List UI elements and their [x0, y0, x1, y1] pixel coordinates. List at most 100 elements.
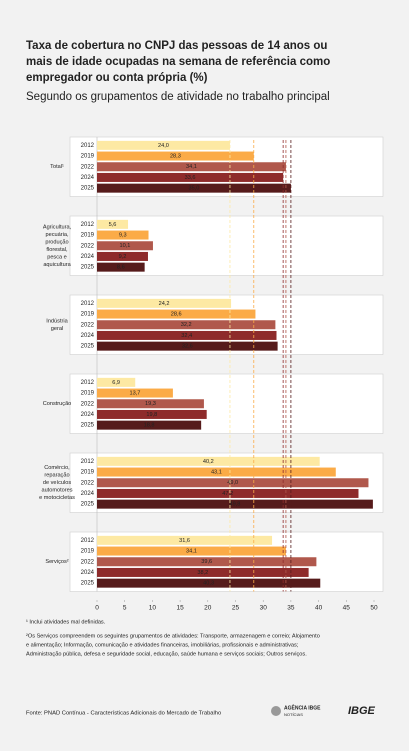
year-label: 2024: [81, 412, 95, 418]
year-label: 2022: [81, 401, 95, 407]
year-label: 2024: [81, 333, 95, 339]
chart-title: empregador ou conta própria (%): [26, 72, 208, 84]
bar: [97, 262, 145, 272]
x-tick-label: 0: [95, 605, 99, 612]
x-tick-label: 10: [149, 605, 157, 612]
x-tick-label: 5: [123, 605, 127, 612]
value-label: 13,7: [130, 391, 141, 397]
footnote: Administração pública, defesa e segurida…: [26, 651, 307, 657]
x-tick-label: 45: [343, 605, 351, 612]
year-label: 2022: [81, 559, 95, 565]
year-label: 2012: [81, 538, 95, 544]
value-label: 47,2: [222, 491, 233, 497]
bar: [97, 409, 207, 419]
bar: [97, 377, 136, 387]
year-label: 2024: [81, 175, 95, 181]
year-label: 2025: [81, 423, 95, 429]
bar: [97, 251, 148, 261]
bar: [97, 241, 153, 251]
year-label: 2022: [81, 480, 95, 486]
category-label: Total¹: [50, 164, 64, 170]
year-label: 2012: [81, 222, 95, 228]
value-label: 10,1: [120, 243, 131, 249]
chart-title: mais de idade ocupadas na semana de refe…: [26, 56, 330, 68]
year-label: 2012: [81, 301, 95, 307]
value-label: 8,6: [117, 265, 125, 271]
year-label: 2019: [81, 549, 95, 555]
bar: [97, 172, 284, 182]
bar: [97, 467, 336, 477]
bar: [97, 219, 129, 229]
year-label: 2012: [81, 459, 95, 465]
x-tick-label: 25: [232, 605, 240, 612]
value-label: 34,1: [186, 549, 197, 555]
x-tick-label: 35: [287, 605, 295, 612]
logo-agency: NOTÍCIAS: [284, 712, 303, 717]
bar: [97, 320, 276, 330]
value-label: 32,6: [182, 344, 193, 350]
value-label: 34,1: [186, 164, 197, 170]
category-label: Serviços²: [45, 559, 68, 565]
category-label: pecuária,: [45, 232, 68, 238]
year-label: 2025: [81, 344, 95, 350]
bar: [97, 309, 256, 319]
year-label: 2019: [81, 233, 95, 239]
plot: Total¹ 2012 24,0 2019 28,3 2022 34,1 2024 33,6 20…: [39, 136, 384, 612]
logo-icon: [271, 706, 281, 716]
bar: [97, 183, 291, 193]
x-tick-label: 40: [315, 605, 323, 612]
category-label: reparação: [44, 473, 69, 479]
category-label: florestal,: [46, 247, 68, 253]
footnote: ¹ Inclui atividades mal definidas.: [26, 619, 106, 625]
chart-subtitle: Segundo os grupamentos de atividade no t…: [26, 91, 330, 103]
bar: [97, 399, 204, 409]
year-label: 2025: [81, 186, 95, 192]
value-label: 5,6: [109, 222, 117, 228]
category-label: Agricultura,: [43, 224, 72, 230]
x-tick-label: 50: [370, 605, 378, 612]
year-label: 2025: [81, 581, 95, 587]
year-label: 2019: [81, 312, 95, 318]
value-label: 43,1: [211, 470, 222, 476]
footnote: e alimentação; Informação, comunicação e…: [26, 642, 299, 648]
category-label: pesca e: [47, 254, 67, 260]
value-label: 35,0: [189, 186, 200, 192]
x-tick-label: 15: [176, 605, 184, 612]
bar: [97, 557, 317, 567]
value-label: 24,0: [158, 143, 169, 149]
bar: [97, 578, 321, 588]
bar: [97, 546, 286, 556]
value-label: 6,9: [112, 380, 120, 386]
bar: [97, 230, 149, 240]
value-label: 49,0: [227, 480, 238, 486]
bar: [97, 499, 373, 509]
footnote: ²Os Serviços compreendem os seguintes gr…: [26, 633, 320, 639]
logo-ibge: IBGE: [348, 705, 376, 717]
value-label: 24,2: [159, 301, 170, 307]
bar: [97, 140, 230, 150]
value-label: 9,2: [119, 254, 127, 260]
value-label: 38,2: [197, 570, 208, 576]
year-label: 2012: [81, 143, 95, 149]
bar: [97, 456, 320, 466]
value-label: 39,6: [201, 559, 212, 565]
bar: [97, 151, 254, 161]
x-tick-label: 20: [204, 605, 212, 612]
category-label: geral: [51, 326, 63, 332]
value-label: 31,6: [179, 538, 190, 544]
value-label: 19,3: [145, 401, 156, 407]
bar: [97, 420, 202, 430]
value-label: 32,2: [181, 322, 192, 328]
value-label: 49,8: [230, 502, 241, 508]
bar: [97, 388, 173, 398]
value-label: 18,8: [144, 423, 155, 429]
year-label: 2024: [81, 491, 95, 497]
year-label: 2012: [81, 380, 95, 386]
bar: [97, 567, 309, 577]
x-tick-label: 30: [260, 605, 268, 612]
bar: [97, 488, 359, 498]
value-label: 40,3: [203, 581, 214, 587]
value-label: 33,6: [185, 175, 196, 181]
chart-title: Taxa de cobertura no CNPJ das pessoas de…: [26, 40, 327, 52]
